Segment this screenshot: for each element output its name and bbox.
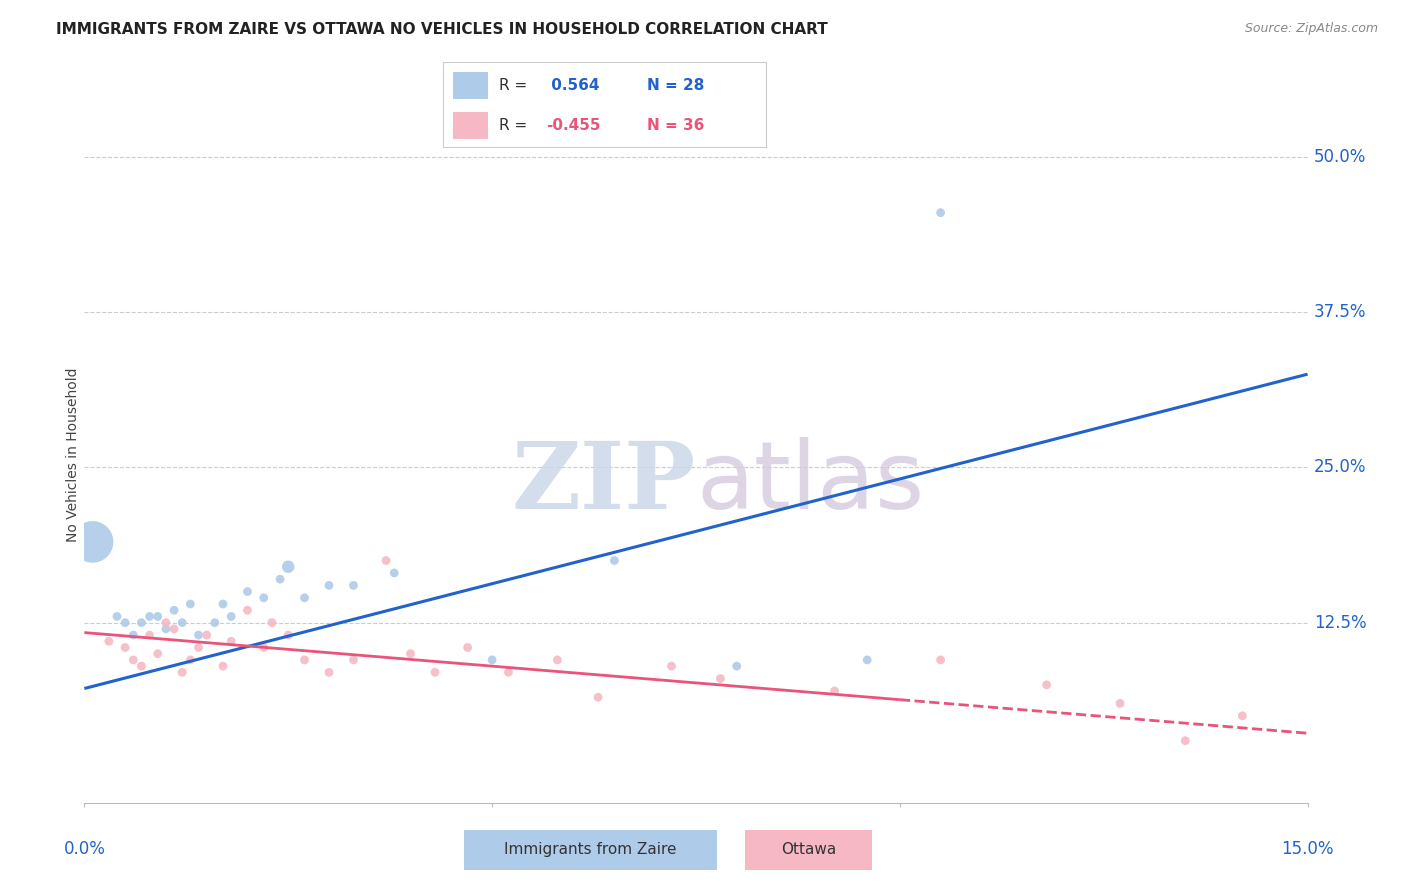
Point bbox=[423, 665, 446, 680]
Point bbox=[105, 609, 128, 624]
Text: 0.564: 0.564 bbox=[547, 78, 600, 93]
Point bbox=[725, 659, 748, 673]
Text: N = 28: N = 28 bbox=[647, 78, 704, 93]
Point bbox=[97, 634, 120, 648]
Point bbox=[179, 653, 201, 667]
Point bbox=[146, 609, 169, 624]
Point bbox=[399, 647, 422, 661]
Point bbox=[603, 553, 626, 567]
Point bbox=[82, 534, 104, 549]
Point bbox=[195, 628, 218, 642]
Point bbox=[219, 634, 242, 648]
Point bbox=[187, 640, 209, 655]
Point bbox=[172, 615, 194, 630]
Point bbox=[236, 584, 259, 599]
Point bbox=[146, 647, 169, 661]
Text: atlas: atlas bbox=[696, 437, 924, 529]
Bar bbox=[453, 71, 488, 99]
Point bbox=[131, 659, 153, 673]
Point bbox=[163, 603, 186, 617]
Text: Immigrants from Zaire: Immigrants from Zaire bbox=[505, 842, 676, 857]
Point bbox=[342, 578, 364, 592]
Point bbox=[1035, 678, 1057, 692]
Text: 15.0%: 15.0% bbox=[1281, 840, 1334, 858]
Point bbox=[187, 628, 209, 642]
Point bbox=[375, 553, 398, 567]
Point bbox=[318, 665, 340, 680]
Point bbox=[382, 566, 405, 580]
Text: N = 36: N = 36 bbox=[647, 118, 704, 133]
Point bbox=[138, 628, 160, 642]
Point bbox=[586, 690, 609, 705]
Point bbox=[212, 597, 235, 611]
Point bbox=[709, 672, 731, 686]
Point bbox=[212, 659, 235, 673]
Point bbox=[1232, 708, 1254, 723]
Point bbox=[294, 591, 316, 605]
Point bbox=[122, 653, 145, 667]
Point bbox=[342, 653, 364, 667]
Point bbox=[546, 653, 568, 667]
Point bbox=[929, 205, 952, 219]
Point bbox=[204, 615, 226, 630]
Text: R =: R = bbox=[499, 118, 527, 133]
Point bbox=[155, 622, 177, 636]
Point bbox=[481, 653, 503, 667]
Point bbox=[661, 659, 683, 673]
Text: Source: ZipAtlas.com: Source: ZipAtlas.com bbox=[1244, 22, 1378, 36]
Point bbox=[269, 572, 291, 586]
Bar bbox=[453, 112, 488, 139]
Y-axis label: No Vehicles in Household: No Vehicles in Household bbox=[66, 368, 80, 542]
Point bbox=[856, 653, 879, 667]
Point bbox=[824, 684, 846, 698]
Point bbox=[1174, 733, 1197, 747]
Point bbox=[253, 591, 276, 605]
Point bbox=[122, 628, 145, 642]
Point bbox=[114, 640, 136, 655]
Point bbox=[1109, 697, 1132, 711]
Text: 12.5%: 12.5% bbox=[1313, 614, 1367, 632]
Point bbox=[318, 578, 340, 592]
Point bbox=[219, 609, 242, 624]
Point bbox=[277, 559, 299, 574]
Point bbox=[260, 615, 283, 630]
Point bbox=[138, 609, 160, 624]
Point bbox=[179, 597, 201, 611]
Point bbox=[253, 640, 276, 655]
Text: -0.455: -0.455 bbox=[547, 118, 600, 133]
Point bbox=[294, 653, 316, 667]
Text: ZIP: ZIP bbox=[512, 438, 696, 528]
Text: R =: R = bbox=[499, 78, 527, 93]
Point bbox=[457, 640, 479, 655]
Text: 25.0%: 25.0% bbox=[1313, 458, 1367, 476]
Point bbox=[277, 628, 299, 642]
Point bbox=[498, 665, 520, 680]
Text: 0.0%: 0.0% bbox=[63, 840, 105, 858]
Point bbox=[172, 665, 194, 680]
Point bbox=[114, 615, 136, 630]
Point bbox=[155, 615, 177, 630]
Text: IMMIGRANTS FROM ZAIRE VS OTTAWA NO VEHICLES IN HOUSEHOLD CORRELATION CHART: IMMIGRANTS FROM ZAIRE VS OTTAWA NO VEHIC… bbox=[56, 22, 828, 37]
Point bbox=[929, 653, 952, 667]
Text: Ottawa: Ottawa bbox=[780, 842, 837, 857]
Point bbox=[163, 622, 186, 636]
Text: 50.0%: 50.0% bbox=[1313, 148, 1367, 166]
Point bbox=[131, 615, 153, 630]
Text: 37.5%: 37.5% bbox=[1313, 303, 1367, 321]
Point bbox=[236, 603, 259, 617]
